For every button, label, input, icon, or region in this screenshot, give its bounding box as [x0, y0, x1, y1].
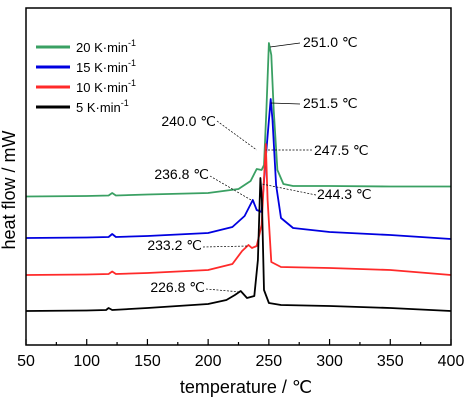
series-line-1 [25, 42, 451, 198]
legend-entry-4: 5 K·min-1 [76, 98, 129, 115]
annotation-leader [205, 288, 241, 293]
annotation-leader [270, 42, 301, 48]
peak-annotations: 251.0 ℃ 251.5 ℃ 240.0 ℃ 247.5 ℃ 236.8 ℃ 244.3… [147, 34, 371, 295]
peak-label: 233.2 ℃ [147, 237, 202, 253]
legend-entry-1: 20 K·min-1 [76, 38, 136, 55]
series-curves [25, 42, 452, 312]
x-tick-label: 150 [134, 353, 161, 370]
legend-entry-2: 15 K·min-1 [76, 58, 136, 75]
peak-label: 251.5 ℃ [303, 95, 358, 111]
legend: 20 K·min-1 15 K·min-1 10 K·min-1 5 K·min-1 [36, 38, 136, 115]
annotation-leader [261, 183, 317, 196]
y-axis-label: heat flow / mW [0, 130, 19, 249]
peak-label: 236.8 ℃ [154, 166, 209, 182]
series-line-3 [25, 143, 452, 276]
annotation-leader [202, 245, 249, 248]
x-tick-label: 300 [316, 353, 343, 370]
x-tick-label: 100 [73, 353, 100, 370]
peak-label: 240.0 ℃ [161, 113, 216, 129]
legend-entry-3: 10 K·min-1 [76, 78, 136, 95]
x-tick-label: 250 [256, 353, 283, 370]
peak-label: 244.3 ℃ [317, 186, 372, 202]
x-tick-label: 400 [438, 353, 465, 370]
series-line-4 [25, 177, 452, 312]
annotation-leader [270, 102, 301, 105]
peak-label: 247.5 ℃ [314, 142, 369, 158]
x-tick-label: 350 [377, 353, 404, 370]
x-axis-label: temperature / ℃ [180, 377, 312, 397]
plot-frame [25, 7, 452, 346]
annotation-leader [216, 120, 257, 151]
series-line-2 [25, 98, 452, 240]
x-tick-label: 200 [195, 353, 222, 370]
x-tick-label: 50 [17, 353, 35, 370]
annotation-leader [209, 175, 254, 202]
axes: 50 100 150 200 250 300 350 400 [17, 7, 465, 370]
peak-label: 251.0 ℃ [303, 34, 358, 50]
peak-label: 226.8 ℃ [150, 279, 205, 295]
